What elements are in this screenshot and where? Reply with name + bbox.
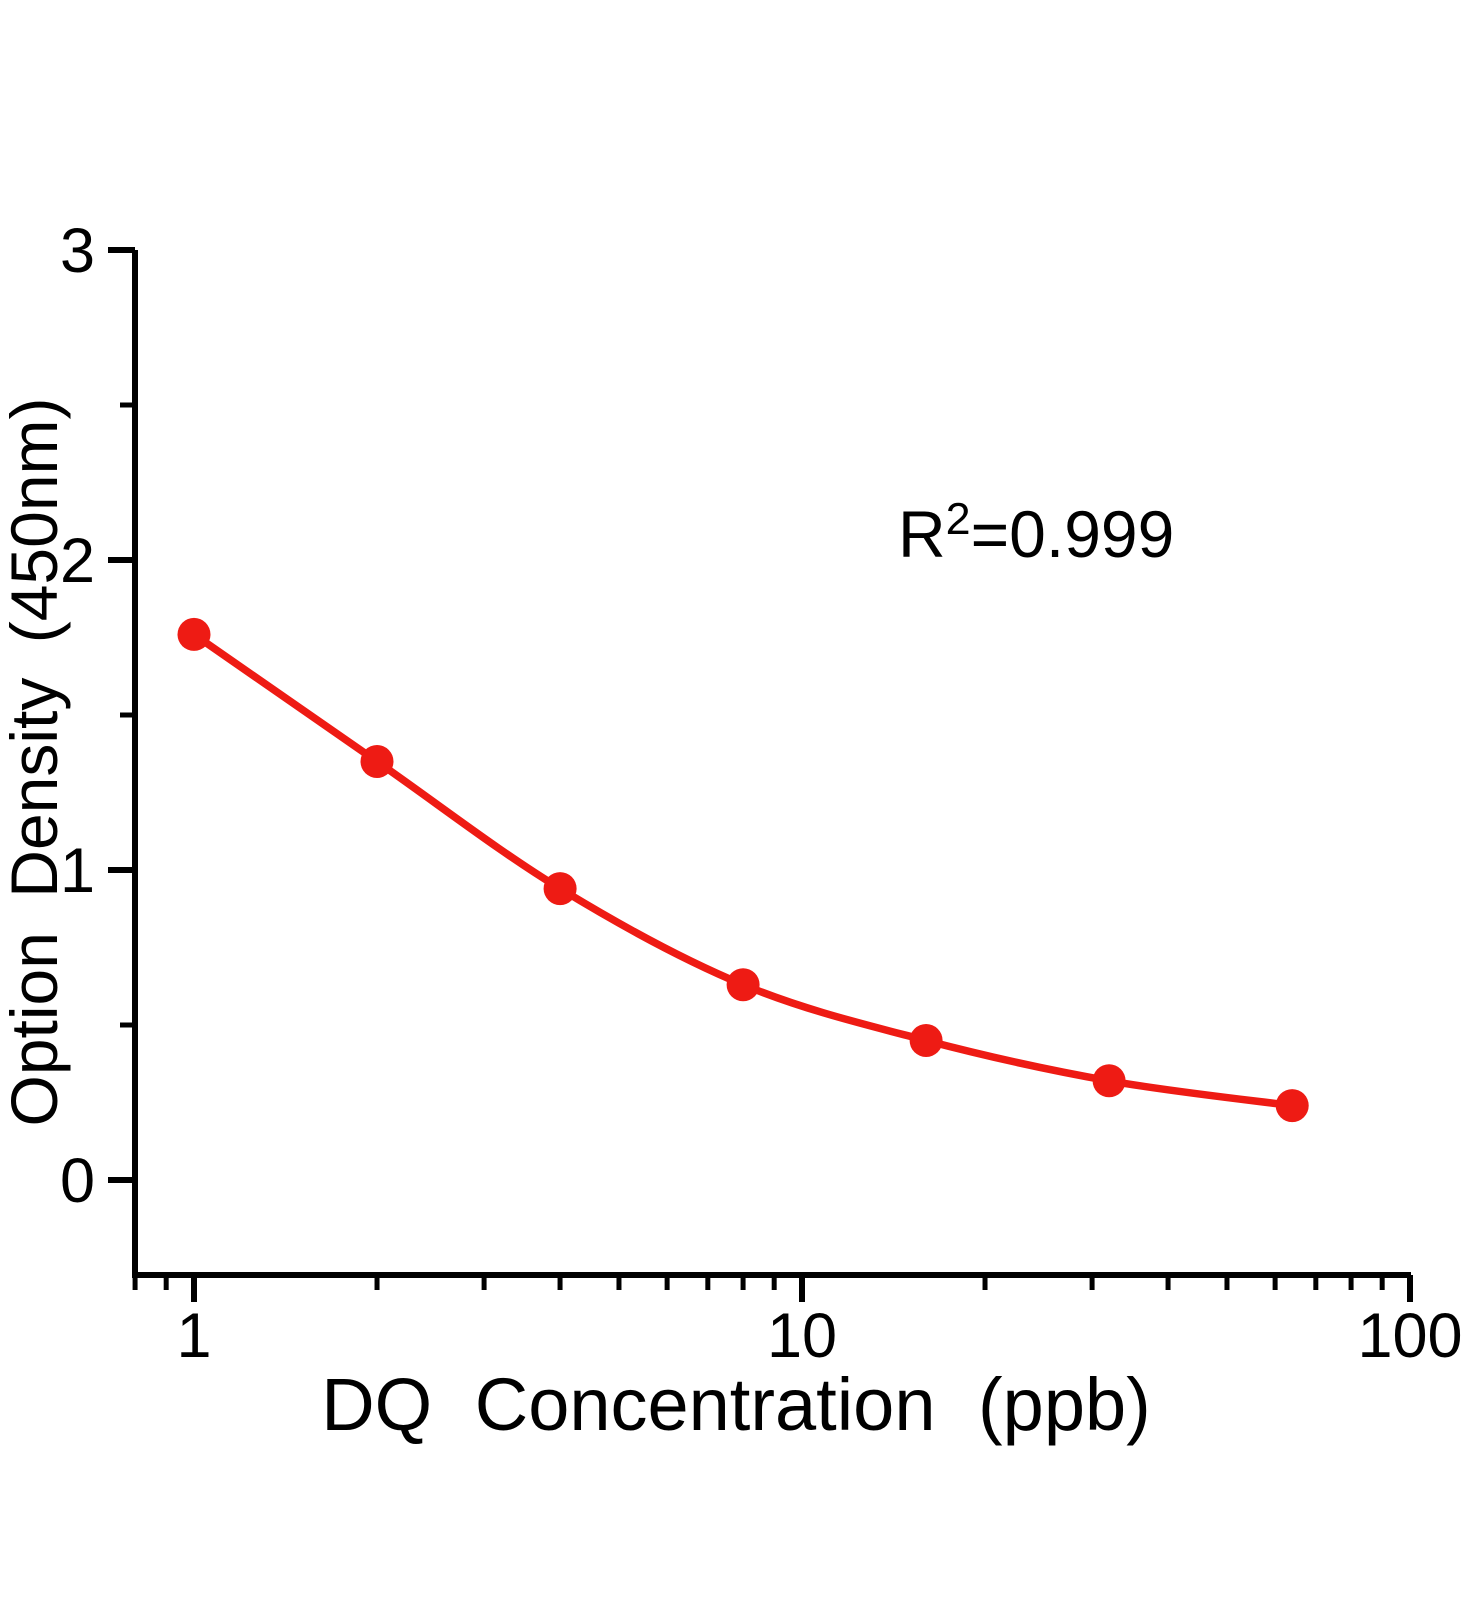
r-squared-exponent: 2 <box>945 493 971 544</box>
y-axis-title: Option Density (450nm) <box>0 397 71 1127</box>
data-point <box>360 745 394 778</box>
x-tick-label: 100 <box>1357 1301 1462 1371</box>
data-point <box>726 968 760 1002</box>
data-point <box>543 872 577 906</box>
data-point <box>177 617 211 651</box>
x-tick-label: 10 <box>767 1301 837 1371</box>
y-tick-label: 3 <box>60 216 95 286</box>
y-tick-label: 1 <box>60 836 95 906</box>
x-tick-label: 1 <box>176 1301 211 1371</box>
data-point <box>909 1024 943 1057</box>
data-point <box>1275 1089 1309 1123</box>
fit-curve <box>190 630 1296 1110</box>
r-squared-annotation: R2=0.999 <box>898 496 1174 572</box>
r-squared-base: R <box>898 497 946 571</box>
y-tick-label: 2 <box>60 526 95 596</box>
x-axis-title: DQ Concentration (ppb) <box>321 1363 1151 1446</box>
r-squared-value: =0.999 <box>970 497 1175 571</box>
data-point <box>1092 1064 1126 1098</box>
y-tick-label: 0 <box>60 1146 95 1216</box>
